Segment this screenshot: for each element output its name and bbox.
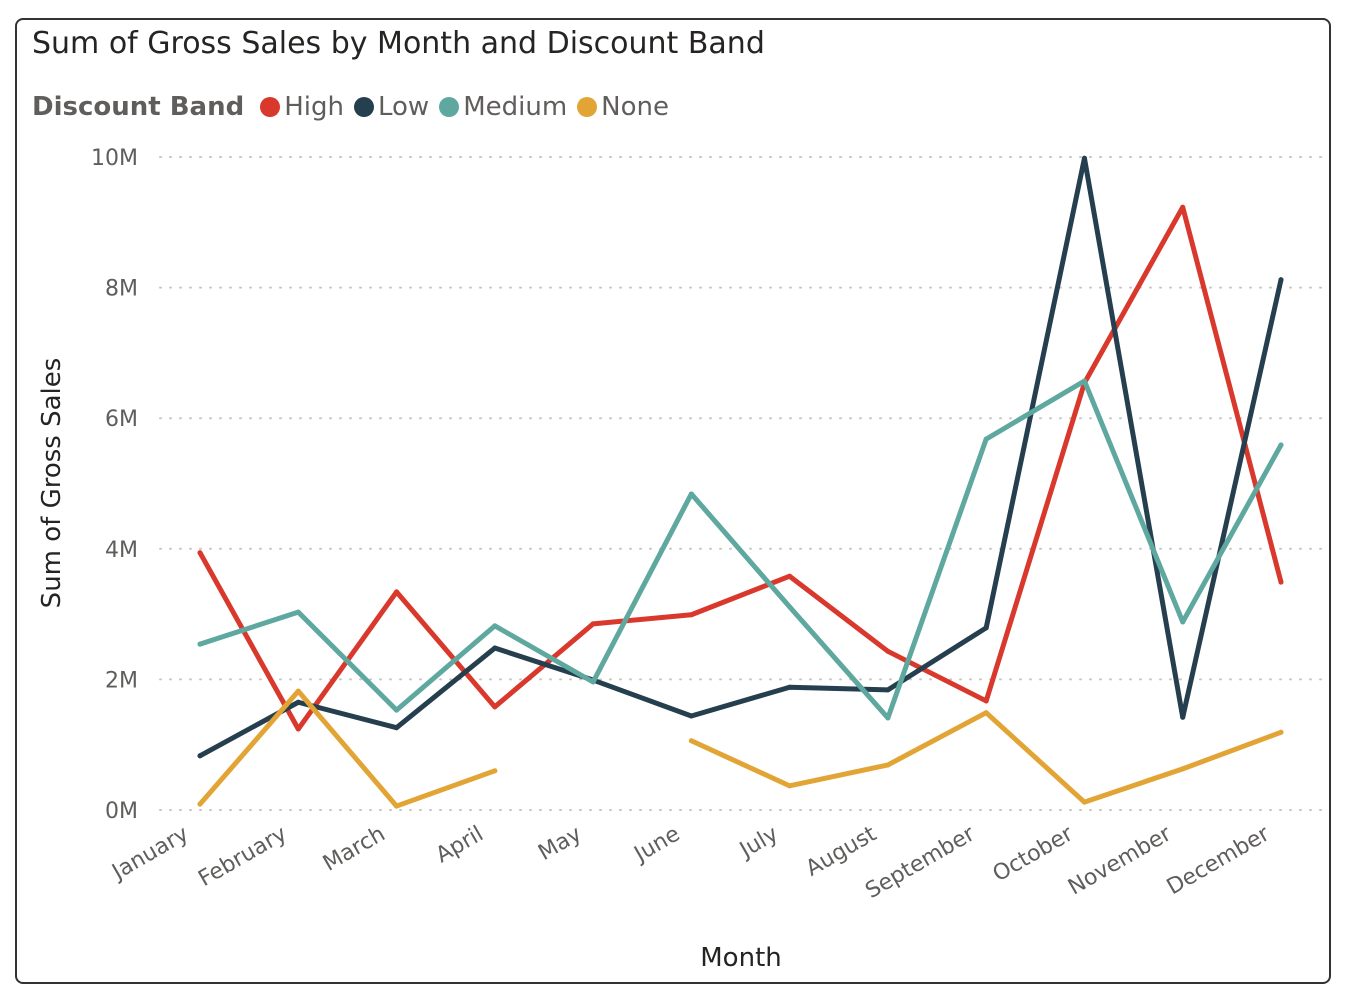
x-tick-label: March (319, 822, 390, 877)
x-tick-label: May (534, 822, 586, 866)
series-line-high (197, 204, 1284, 732)
data-point-high (197, 550, 203, 556)
data-point-medium (885, 715, 891, 721)
data-point-high (394, 589, 400, 595)
data-point-medium (590, 679, 596, 685)
data-point-medium (1081, 378, 1087, 384)
data-point-medium (492, 623, 498, 629)
y-tick-label: 10M (91, 146, 138, 171)
data-point-none (1081, 799, 1087, 805)
data-point-low (787, 684, 793, 690)
data-point-medium (295, 609, 301, 615)
data-point-low (688, 713, 694, 719)
y-tick-label: 0M (105, 799, 138, 824)
data-point-medium (1180, 619, 1186, 625)
legend-title: Discount Band (32, 92, 245, 122)
data-point-high (787, 573, 793, 579)
x-tick-label: November (1064, 821, 1176, 900)
data-point-low (295, 699, 301, 705)
data-point-low (197, 753, 203, 759)
data-point-none (1278, 729, 1284, 735)
data-point-high (590, 621, 596, 627)
x-tick-label: July (734, 822, 783, 864)
data-point-medium (1278, 442, 1284, 448)
data-point-none (885, 762, 891, 768)
data-point-low (1180, 714, 1186, 720)
data-point-low (1081, 155, 1087, 161)
data-point-none (394, 803, 400, 809)
data-point-high (1180, 204, 1186, 210)
x-tick-label: August (802, 821, 881, 881)
legend-marker (577, 97, 598, 117)
legend-item-high[interactable]: High (260, 92, 344, 122)
series-line-none (688, 710, 1284, 805)
series-line-medium (197, 378, 1284, 721)
data-point-none (197, 801, 203, 807)
data-point-none (787, 783, 793, 789)
data-point-low (983, 625, 989, 631)
data-point-high (688, 612, 694, 618)
legend-item-low[interactable]: Low (354, 92, 429, 122)
legend-item-medium[interactable]: Medium (439, 92, 567, 122)
series-line-low (197, 155, 1284, 759)
data-point-none (1180, 766, 1186, 772)
data-point-none (983, 710, 989, 716)
x-tick-label: September (861, 821, 980, 904)
data-point-low (885, 687, 891, 693)
x-tick-label: January (107, 822, 193, 886)
legend-label: High (284, 92, 344, 122)
data-point-medium (983, 436, 989, 442)
legend-label: Low (378, 92, 430, 122)
legend-label: None (601, 92, 670, 122)
x-tick-label: February (194, 822, 291, 892)
data-point-high (885, 648, 891, 654)
x-tick-label: December (1163, 821, 1275, 900)
data-point-high (295, 726, 301, 732)
data-point-low (394, 725, 400, 731)
data-point-none (492, 768, 498, 774)
data-point-high (1278, 579, 1284, 585)
legend-marker (260, 97, 281, 117)
data-point-medium (688, 491, 694, 497)
x-axis-title: Month (700, 943, 782, 973)
data-point-low (1278, 277, 1284, 283)
y-tick-label: 2M (105, 668, 138, 693)
data-point-medium (197, 641, 203, 647)
y-axis-title: Sum of Gross Sales (37, 358, 67, 609)
chart-card (15, 18, 1331, 984)
data-point-medium (787, 604, 793, 610)
series-line-none (197, 688, 498, 809)
data-point-none (295, 688, 301, 694)
x-tick-label: April (432, 822, 488, 869)
legend-marker (354, 97, 374, 117)
data-point-high (492, 704, 498, 710)
x-tick-label: June (629, 822, 685, 869)
data-point-none (688, 738, 694, 744)
y-tick-label: 6M (105, 407, 138, 432)
data-point-low (492, 645, 498, 651)
chart-title: Sum of Gross Sales by Month and Discount… (32, 26, 765, 61)
y-tick-label: 8M (105, 277, 138, 302)
data-point-high (983, 698, 989, 704)
y-tick-label: 4M (105, 538, 138, 563)
legend-marker (439, 97, 460, 117)
legend: Discount Band High Low Medium None (32, 92, 679, 122)
legend-item-none[interactable]: None (577, 92, 669, 122)
legend-label: Medium (463, 92, 568, 122)
data-point-medium (394, 707, 400, 713)
